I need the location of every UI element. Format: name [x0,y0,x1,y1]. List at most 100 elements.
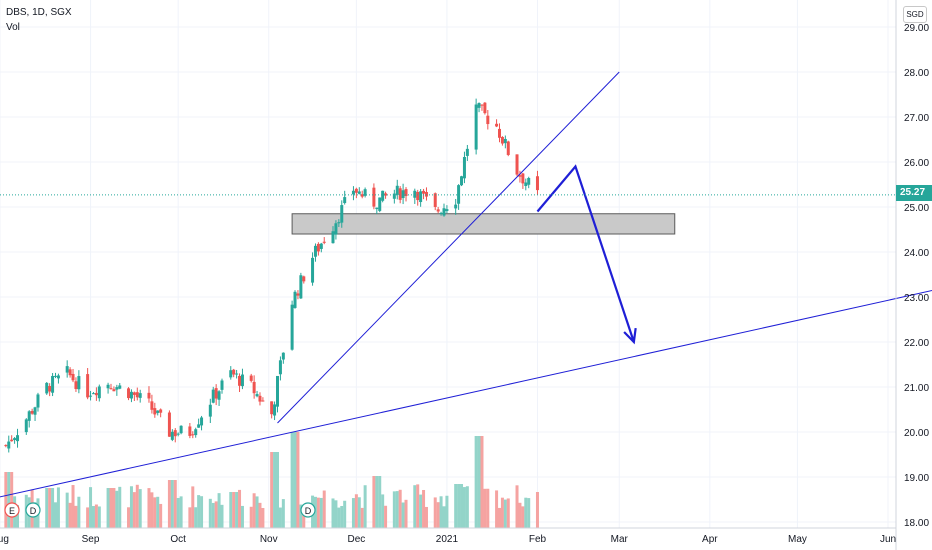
candle-body [71,373,75,381]
price-axis[interactable]: 29.00 28.00 27.00 26.00 25.00 24.00 23.00 22.00… [895,0,929,550]
candle-body [281,352,285,360]
time-axis[interactable]: Aug Sep Oct Nov Dec 2021 Feb Mar Apr May Jun [0,527,896,545]
candle-body [48,385,52,392]
candle-body [518,175,522,177]
volume-bar [91,506,95,528]
volume-bar [208,498,212,528]
volume-bar [51,488,55,528]
volume-bar [214,501,218,528]
event-marker-circle [300,502,316,518]
candle-body [404,189,408,197]
candle-body [313,245,317,257]
candle-body [170,431,174,440]
volume-bar [115,490,119,528]
grid-lines [0,0,896,528]
candle-body [129,391,133,399]
volume-bar [354,494,358,528]
volume-bar [261,507,265,528]
candle-body [337,222,341,224]
candle-body [188,426,192,436]
candle-body [293,291,297,308]
volume-bar [521,506,525,528]
last-price-tag: 25.27 [896,185,932,201]
candle-body [316,243,320,252]
candle-body [363,189,367,196]
volume-bar [211,502,215,528]
candle-body [436,209,440,212]
projection-arrow[interactable] [536,164,637,345]
volume-bar [188,507,192,528]
volume-bar [229,492,233,528]
candle-body [322,241,326,243]
volume-bar [170,480,174,528]
candle-body [112,389,116,392]
symbol-label[interactable]: DBS, 1D, SGX [6,7,72,18]
x-tick-label: Sep [82,534,100,545]
candle-body [535,176,539,191]
volume-bars [4,432,539,528]
candle-body [135,392,139,398]
volume-label[interactable]: Vol [6,22,20,33]
volume-bar [270,452,274,528]
drawn-trendlines[interactable] [0,71,932,500]
candle-body [214,388,218,399]
candle-body [460,176,464,186]
volume-bar [94,504,98,528]
candle-body [13,438,17,441]
candle-body [416,192,420,201]
volume-bar [442,506,446,528]
candle-body [77,376,81,390]
volume-bar [54,502,57,528]
volume-bar [176,497,180,528]
volume-bar [112,488,116,528]
volume-bar [322,490,326,528]
candle-body [197,424,201,428]
candle-body [375,207,379,210]
volume-bar [436,502,440,528]
candle-body [240,374,244,387]
volume-bar [457,484,461,528]
x-tick-label: May [788,534,807,545]
x-tick-label: Jun [880,534,896,545]
price-candles [4,98,539,453]
support-zone[interactable] [291,213,676,235]
candle-body [86,374,90,398]
projection-path [536,164,635,343]
event-marker-label: E [9,506,15,516]
volume-bar [419,494,423,528]
y-tick-label: 22.00 [904,338,929,349]
candle-body [290,304,294,350]
volume-bar [477,436,481,528]
candle-body [235,373,239,375]
volume-bar [290,432,294,528]
y-tick-label: 20.00 [904,428,929,439]
volume-bar [249,506,253,528]
volume-bar [159,503,163,528]
volume-bar [316,497,320,528]
candle-body [457,185,461,204]
volume-bar [220,504,224,528]
candle-body [384,193,388,196]
volume-bar [118,486,122,528]
candle-body [433,193,437,207]
candle-body [27,411,31,421]
candle-body [208,404,212,417]
volume-bar [319,497,323,528]
candle-body [56,375,60,379]
candle-body [419,191,423,203]
volume-bar [337,507,341,528]
volume-bar [200,496,204,528]
currency-badge[interactable]: SGD [903,6,927,23]
trendline [277,71,620,424]
y-tick-label: 23.00 [904,293,929,304]
candle-body [238,375,242,386]
volume-bar [486,488,490,528]
candle-body [211,389,215,403]
candle-body [515,154,519,175]
volume-bar [422,489,426,528]
candle-body [422,190,426,194]
volume-bar [413,485,417,528]
candle-body [191,434,195,436]
